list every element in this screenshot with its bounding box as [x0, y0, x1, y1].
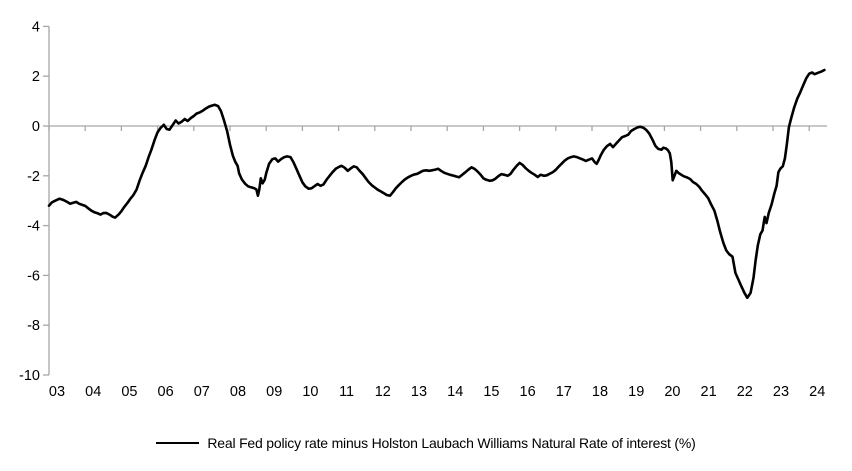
x-axis-tick-label: 09 [266, 384, 282, 400]
legend-label: Real Fed policy rate minus Holston Lauba… [207, 435, 696, 451]
chart-legend: Real Fed policy rate minus Holston Lauba… [0, 435, 852, 451]
x-axis-tick-label: 10 [302, 384, 318, 400]
x-axis-tick-label: 22 [737, 384, 753, 400]
x-axis-tick-label: 08 [230, 384, 246, 400]
y-axis-tick-label: 4 [32, 19, 40, 35]
x-axis-tick-label: 11 [339, 384, 354, 400]
x-axis-tick-label: 17 [556, 384, 572, 400]
x-axis-tick-label: 06 [158, 384, 174, 400]
x-axis-tick-label: 18 [592, 384, 608, 400]
x-axis-tick-label: 04 [85, 384, 101, 400]
x-axis-tick-label: 19 [628, 384, 644, 400]
x-axis-tick-label: 23 [773, 384, 789, 400]
data-series-line [47, 68, 826, 300]
y-axis-tick-label: -6 [27, 268, 40, 284]
x-axis-tick-label: 15 [483, 384, 499, 400]
y-axis-tick-label: 2 [32, 69, 40, 85]
x-axis-tick-label: 24 [809, 384, 825, 400]
x-axis-tick-label: 07 [194, 384, 210, 400]
x-axis-tick-label: 14 [447, 384, 463, 400]
y-axis-tick-label: -10 [19, 368, 40, 384]
x-axis-tick-label: 16 [520, 384, 536, 400]
x-axis-tick-label: 12 [375, 384, 391, 400]
y-axis-tick-label: -4 [27, 219, 40, 235]
x-axis-tick-label: 21 [701, 384, 717, 400]
y-axis-tick-label: -8 [27, 318, 40, 334]
legend-line-marker [156, 442, 200, 444]
x-axis-tick-label: 20 [664, 384, 680, 400]
y-axis-tick-label: -2 [27, 169, 40, 185]
x-axis-tick-label: 13 [411, 384, 427, 400]
x-axis-tick-label: 03 [49, 384, 65, 400]
x-axis-tick-label: 05 [121, 384, 137, 400]
y-axis-tick-label: 0 [32, 119, 40, 135]
